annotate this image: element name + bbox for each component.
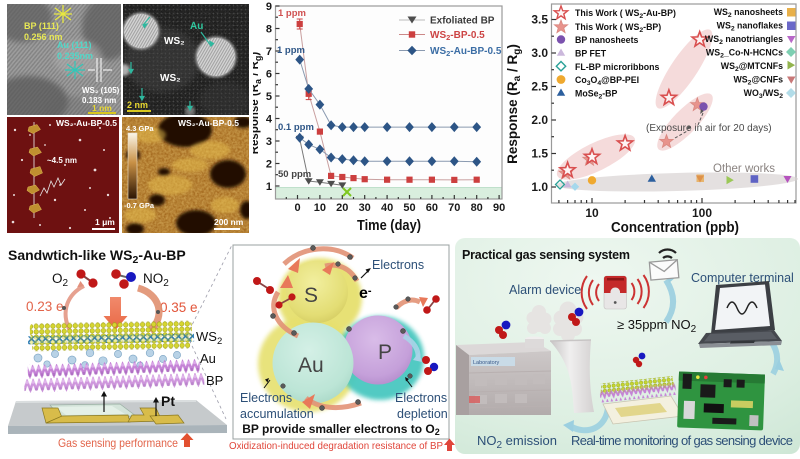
svg-text:Au: Au <box>298 354 324 377</box>
svg-text:P: P <box>378 341 392 364</box>
svg-text:0: 0 <box>294 202 300 214</box>
svg-text:WO3/WS2: WO3/WS2 <box>744 88 784 100</box>
svg-text:50 ppm: 50 ppm <box>278 169 311 180</box>
svg-text:Practical gas sensing system: Practical gas sensing system <box>462 248 630 262</box>
svg-text:4.3 GPa: 4.3 GPa <box>126 124 154 133</box>
svg-text:3.5: 3.5 <box>531 13 548 27</box>
svg-text:WS₂-Au-BP-0.5: WS₂-Au-BP-0.5 <box>56 118 117 128</box>
svg-text:Computer terminal: Computer terminal <box>691 271 794 285</box>
svg-text:Au (111): Au (111) <box>57 40 92 50</box>
svg-text:40: 40 <box>381 202 393 214</box>
svg-text:BP: BP <box>206 373 223 388</box>
svg-text:Response (Ra / Rg): Response (Ra / Rg) <box>253 52 263 155</box>
svg-text:BP nanosheets: BP nanosheets <box>575 35 638 45</box>
svg-text:-0.7 GPa: -0.7 GPa <box>124 201 155 210</box>
svg-text:MoSe2-BP: MoSe2-BP <box>575 89 618 101</box>
svg-text:7: 7 <box>266 46 272 58</box>
svg-text:WS2-BP-0.5: WS2-BP-0.5 <box>430 30 485 42</box>
svg-text:0.35 e: 0.35 e <box>160 300 198 315</box>
svg-text:WS2@CNFs: WS2@CNFs <box>733 75 783 87</box>
svg-text:NO2: NO2 <box>143 271 169 289</box>
svg-text:Concentration (ppb): Concentration (ppb) <box>611 220 739 236</box>
svg-text:Au: Au <box>200 351 216 366</box>
svg-text:WS2 nanosheets: WS2 nanosheets <box>714 7 783 19</box>
svg-text:0.235nm: 0.235nm <box>57 51 93 61</box>
svg-text:30: 30 <box>359 202 371 214</box>
svg-text:depletion: depletion <box>397 407 448 421</box>
svg-text:S: S <box>304 284 318 307</box>
svg-text:Electrons: Electrons <box>395 391 447 405</box>
svg-text:Electrons: Electrons <box>372 258 424 272</box>
svg-text:≥ 35ppm NO2: ≥ 35ppm NO2 <box>617 317 697 335</box>
svg-text:Alarm device: Alarm device <box>509 283 581 297</box>
svg-text:60: 60 <box>426 202 438 214</box>
svg-text:Pt: Pt <box>161 393 175 409</box>
svg-text:10: 10 <box>585 206 599 220</box>
svg-text:80: 80 <box>471 202 483 214</box>
svg-text:2: 2 <box>266 159 272 171</box>
svg-text:70: 70 <box>448 202 460 214</box>
svg-text:Laboratory: Laboratory <box>473 360 500 366</box>
svg-text:1 ppm: 1 ppm <box>277 45 305 56</box>
svg-text:8: 8 <box>266 24 272 36</box>
svg-text:BP (111): BP (111) <box>24 21 59 31</box>
svg-text:Exfoliated BP: Exfoliated BP <box>430 16 495 27</box>
svg-text:2.5: 2.5 <box>531 80 548 94</box>
svg-text:WS₂: WS₂ <box>164 36 185 47</box>
svg-text:WS2_Co-N-HCNCs: WS2_Co-N-HCNCs <box>706 48 783 60</box>
svg-text:Oxidization-induced degradatio: Oxidization-induced degradation resistan… <box>229 440 443 452</box>
svg-text:9: 9 <box>266 1 272 13</box>
svg-text:1.0: 1.0 <box>531 180 548 194</box>
svg-text:WS₂-Au-BP-0.5: WS₂-Au-BP-0.5 <box>178 118 239 128</box>
svg-text:1 ppm: 1 ppm <box>278 8 306 19</box>
svg-text:4: 4 <box>266 114 273 126</box>
svg-text:1 μm: 1 μm <box>95 217 115 227</box>
svg-text:WS2 nanotriangles: WS2 nanotriangles <box>705 34 783 46</box>
svg-text:Response (Ra / Rg): Response (Ra / Rg) <box>505 44 523 164</box>
svg-text:(Exposure in air for 20 days): (Exposure in air for 20 days) <box>646 123 772 134</box>
svg-text:50: 50 <box>403 202 415 214</box>
svg-text:1.5: 1.5 <box>531 147 548 161</box>
svg-text:FL-BP microribbons: FL-BP microribbons <box>575 62 659 72</box>
svg-text:WS2: WS2 <box>196 329 222 347</box>
svg-text:accumulation: accumulation <box>240 407 314 421</box>
svg-text:WS2-Au-BP-0.5: WS2-Au-BP-0.5 <box>430 46 502 58</box>
svg-text:90: 90 <box>493 202 505 214</box>
svg-text:WS₂ (105): WS₂ (105) <box>82 86 120 95</box>
svg-text:0.23 e: 0.23 e <box>26 299 64 314</box>
svg-text:200 nm: 200 nm <box>214 217 244 227</box>
svg-text:1 nm: 1 nm <box>92 103 112 113</box>
svg-text:1: 1 <box>266 181 272 193</box>
svg-text:3.0: 3.0 <box>531 46 548 60</box>
svg-text:WS₂: WS₂ <box>160 73 181 84</box>
svg-text:0.183 nm: 0.183 nm <box>82 96 116 105</box>
svg-text:10: 10 <box>314 202 326 214</box>
svg-text:Electrons: Electrons <box>240 391 292 405</box>
svg-text:BP FET: BP FET <box>575 49 607 59</box>
svg-text:Real-time monitoring of gas se: Real-time monitoring of gas sensing devi… <box>571 433 793 448</box>
svg-text:Au: Au <box>190 21 203 32</box>
svg-text:Sandwtich-like WS2-Au-BP: Sandwtich-like WS2-Au-BP <box>8 247 186 266</box>
svg-text:3: 3 <box>266 136 272 148</box>
svg-text:6: 6 <box>266 69 272 81</box>
svg-text:Gas sensing performance: Gas sensing performance <box>58 436 178 450</box>
svg-text:Co3O4@BP-PEI: Co3O4@BP-PEI <box>575 75 639 87</box>
svg-text:Other works: Other works <box>713 163 775 175</box>
svg-text:2 nm: 2 nm <box>127 100 148 110</box>
svg-text:Time (day): Time (day) <box>357 218 421 234</box>
svg-text:2.0: 2.0 <box>531 113 548 127</box>
svg-text:100: 100 <box>692 206 712 220</box>
svg-text:20: 20 <box>336 202 348 214</box>
svg-text:0.1 ppm: 0.1 ppm <box>278 122 314 133</box>
svg-text:~4.5 nm: ~4.5 nm <box>47 156 77 165</box>
svg-text:5: 5 <box>266 91 272 103</box>
svg-text:0.256 nm: 0.256 nm <box>24 32 63 42</box>
svg-text:O2: O2 <box>52 271 69 289</box>
svg-text:This Work ( WS2-Au-BP): This Work ( WS2-Au-BP) <box>575 8 676 20</box>
svg-text:BP provide smaller electrons t: BP provide smaller electrons to O2 <box>242 422 440 437</box>
